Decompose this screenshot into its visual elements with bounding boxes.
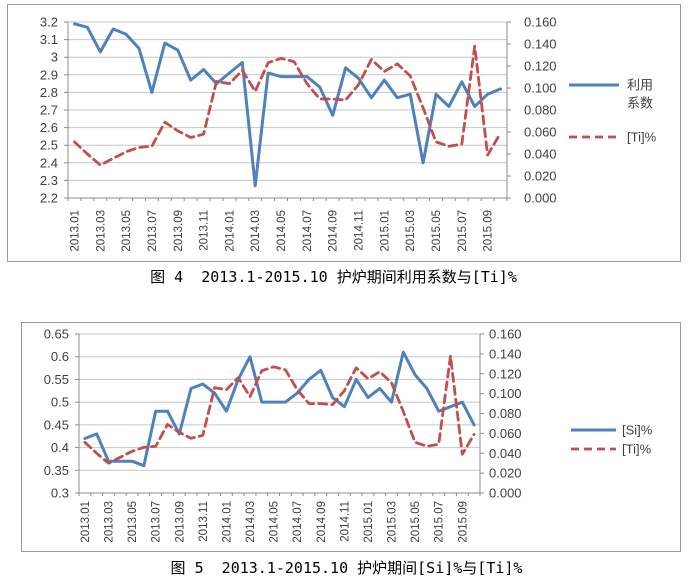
left-axis-label: 0.45 [44, 417, 69, 432]
x-axis-label: 2014.01 [224, 210, 236, 252]
x-axis-label: 2014.03 [250, 210, 262, 252]
right-axis-label: 0.040 [489, 446, 522, 461]
right-axis-label: 0.060 [524, 125, 557, 140]
right-axis-label: 0.020 [489, 466, 522, 481]
x-axis-label: 2013.05 [127, 501, 139, 543]
left-axis-label: 0.65 [44, 327, 69, 342]
x-axis-label: 2013.09 [174, 501, 186, 543]
x-axis-label: 2014.07 [302, 210, 314, 252]
x-axis-label: 2014.05 [269, 501, 281, 543]
left-axis-label: 0.4 [51, 440, 69, 455]
x-axis-label: 2015.05 [410, 501, 422, 543]
right-axis-label: 0.120 [524, 59, 557, 74]
x-axis-label: 2015.07 [457, 210, 469, 252]
x-axis-label: 2013.11 [199, 210, 211, 251]
right-axis-label: 0.160 [524, 15, 557, 30]
x-axis-label: 2013.11 [198, 501, 210, 542]
left-axis-label: 0.35 [44, 463, 69, 478]
legend-label: [Ti]% [622, 442, 652, 457]
x-axis-label: 2013.01 [80, 501, 92, 543]
right-axis-label: 0.060 [489, 426, 522, 441]
right-axis-label: 0.140 [524, 37, 557, 52]
x-axis-label: 2015.03 [405, 210, 417, 252]
left-axis-label: 2.2 [40, 191, 58, 206]
left-axis-label: 3.1 [40, 32, 58, 47]
left-axis-label: 0.6 [51, 349, 69, 364]
left-axis-label: 0.55 [44, 372, 69, 387]
right-axis-label: 0.120 [489, 366, 522, 381]
figure4-line-chart: 3.2 3.1 3 2.9 2.8 2.7 2.6 2.5 2.4 2.3 2.2 0.160 0.14… [40, 15, 657, 252]
x-axis-label: 2015.01 [379, 210, 391, 252]
x-axis-label: 2015.07 [434, 501, 446, 543]
x-axis-label: 2015.09 [483, 210, 495, 252]
x-axis-label: 2013.03 [95, 210, 107, 252]
x-axis-label: 2013.09 [173, 210, 185, 252]
x-axis-label: 2013.07 [147, 210, 159, 252]
x-axis-label: 2015.09 [457, 501, 469, 543]
right-axis-label: 0.000 [524, 191, 557, 206]
right-axis-label: 0.040 [524, 147, 557, 162]
x-axis-label: 2014.11 [339, 501, 351, 542]
left-axis-label: 3 [51, 50, 58, 65]
left-axis-label: 2.3 [40, 173, 58, 188]
right-axis-label: 0.100 [524, 81, 557, 96]
left-axis-label: 2.9 [40, 67, 58, 82]
x-axis-label: 2014.09 [316, 501, 328, 543]
legend-label: 利用 [627, 78, 653, 93]
left-axis-label: 2.8 [40, 85, 58, 100]
left-axis-label: 2.4 [40, 155, 58, 170]
x-axis-label: 2013.05 [121, 210, 133, 252]
left-axis-label: 2.7 [40, 103, 58, 118]
series-line-secondary [73, 44, 502, 167]
figure4-chart-box: 3.2 3.1 3 2.9 2.8 2.7 2.6 2.5 2.4 2.3 2.2 0.160 0.14… [7, 4, 681, 262]
left-axis-label: 0.3 [51, 486, 69, 501]
figure5-caption: 图 5 2013.1-2015.10 护炉期间[Si]%与[Ti]% [170, 559, 523, 577]
x-axis-label: 2014.11 [354, 210, 366, 251]
x-axis-label: 2013.07 [151, 501, 163, 543]
figure5-chart-box: 0.65 0.6 0.55 0.5 0.45 0.4 0.35 0.3 0.160 0.140 0.… [21, 322, 681, 552]
x-axis-label: 2014.01 [221, 501, 233, 543]
x-axis-label: 2014.09 [328, 210, 340, 252]
x-axis-label: 2015.03 [387, 501, 399, 543]
x-axis-label: 2014.03 [245, 501, 257, 543]
x-axis-label: 2015.01 [363, 501, 375, 543]
legend-label: [Ti]% [627, 130, 657, 145]
right-axis-label: 0.080 [489, 406, 522, 421]
x-axis-label: 2013.01 [69, 210, 81, 252]
x-axis-label: 2014.05 [276, 210, 288, 252]
x-axis-label: 2014.07 [292, 501, 304, 543]
legend-label: 系数 [627, 96, 653, 111]
figure4-caption: 图 4 2013.1-2015.10 护炉期间利用系数与[Ti]% [150, 268, 517, 286]
right-axis-label: 0.160 [489, 327, 522, 342]
figure5-line-chart: 0.65 0.6 0.55 0.5 0.45 0.4 0.35 0.3 0.160 0.140 0.… [44, 327, 653, 543]
legend-label: [Si]% [622, 423, 653, 438]
left-axis-label: 0.5 [51, 395, 69, 410]
series-line-primary [73, 22, 502, 188]
right-axis-label: 0.000 [489, 486, 522, 501]
left-axis-label: 2.5 [40, 138, 58, 153]
series-line-primary [83, 350, 476, 468]
right-axis-label: 0.080 [524, 103, 557, 118]
series-line-secondary [83, 354, 476, 465]
x-axis-label: 2013.03 [103, 501, 115, 543]
x-axis-label: 2015.05 [431, 210, 443, 252]
left-axis-label: 3.2 [40, 15, 58, 30]
right-axis-label: 0.100 [489, 386, 522, 401]
left-axis-label: 2.6 [40, 120, 58, 135]
right-axis-label: 0.020 [524, 169, 557, 184]
right-axis-label: 0.140 [489, 346, 522, 361]
